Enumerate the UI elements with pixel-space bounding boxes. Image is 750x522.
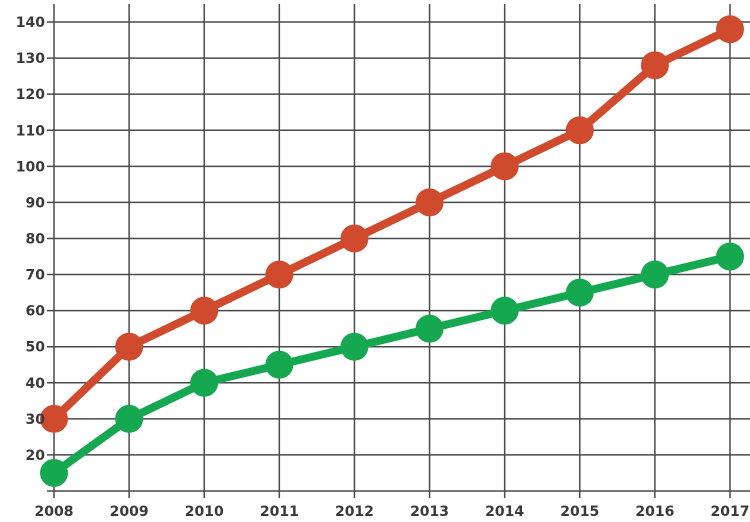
red-line-point (190, 296, 219, 325)
green-line-point (415, 314, 444, 343)
green-line-point (190, 368, 219, 397)
green-line (50, 252, 734, 477)
grid-layer (47, 4, 750, 498)
x-axis-tick-label: 2014 (485, 504, 524, 520)
green-line-point (265, 350, 294, 379)
y-axis-tick-label: 100 (16, 159, 45, 175)
red-line-point (716, 15, 744, 44)
red-line-point (115, 332, 144, 361)
red-line (50, 25, 734, 423)
green-line-point (115, 404, 144, 433)
x-axis-tick-label: 2016 (635, 504, 674, 520)
green-line-point (340, 332, 369, 361)
green-line-point (640, 260, 669, 289)
x-axis-tick-label: 2009 (110, 504, 149, 520)
red-line-point (415, 188, 444, 217)
y-axis-tick-label: 130 (16, 51, 45, 67)
series-layer (40, 15, 744, 487)
y-axis-tick-label: 40 (26, 376, 46, 392)
x-axis-tick-label: 2012 (335, 504, 374, 520)
y-axis-tick-label: 20 (26, 448, 46, 464)
y-axis-tick-label: 50 (26, 340, 46, 356)
y-axis-tick-label: 110 (16, 123, 45, 139)
red-line-point (640, 51, 669, 80)
green-line-point (565, 278, 594, 307)
y-axis-tick-label: 70 (26, 268, 46, 284)
green-line-point (490, 296, 519, 325)
x-axis-tick-label: 2010 (185, 504, 224, 520)
y-axis-tick-label: 120 (16, 87, 45, 103)
y-axis-tick-label: 80 (26, 231, 46, 247)
x-axis-tick-label: 2015 (560, 504, 599, 520)
axis-label-layer: 20 30 40 50 60 70 80 90 100 110 120 130 140 2008 2009 2… (16, 15, 750, 520)
y-axis-tick-label: 90 (26, 195, 46, 211)
y-axis-tick-label: 60 (26, 304, 46, 320)
red-line-point (265, 260, 294, 289)
red-line-point (565, 116, 594, 145)
red-line-point (340, 224, 369, 253)
y-axis-tick-label: 30 (26, 412, 46, 428)
red-line-point (40, 404, 68, 433)
x-axis-tick-label: 2013 (410, 504, 449, 520)
x-axis-tick-label: 2011 (260, 504, 299, 520)
red-line-point (490, 152, 519, 181)
green-line-point (716, 242, 744, 271)
green-line-point (40, 458, 68, 487)
y-axis-tick-label: 140 (16, 15, 45, 31)
x-axis-tick-label: 2008 (35, 504, 74, 520)
x-axis-tick-label: 2017 (711, 504, 750, 520)
